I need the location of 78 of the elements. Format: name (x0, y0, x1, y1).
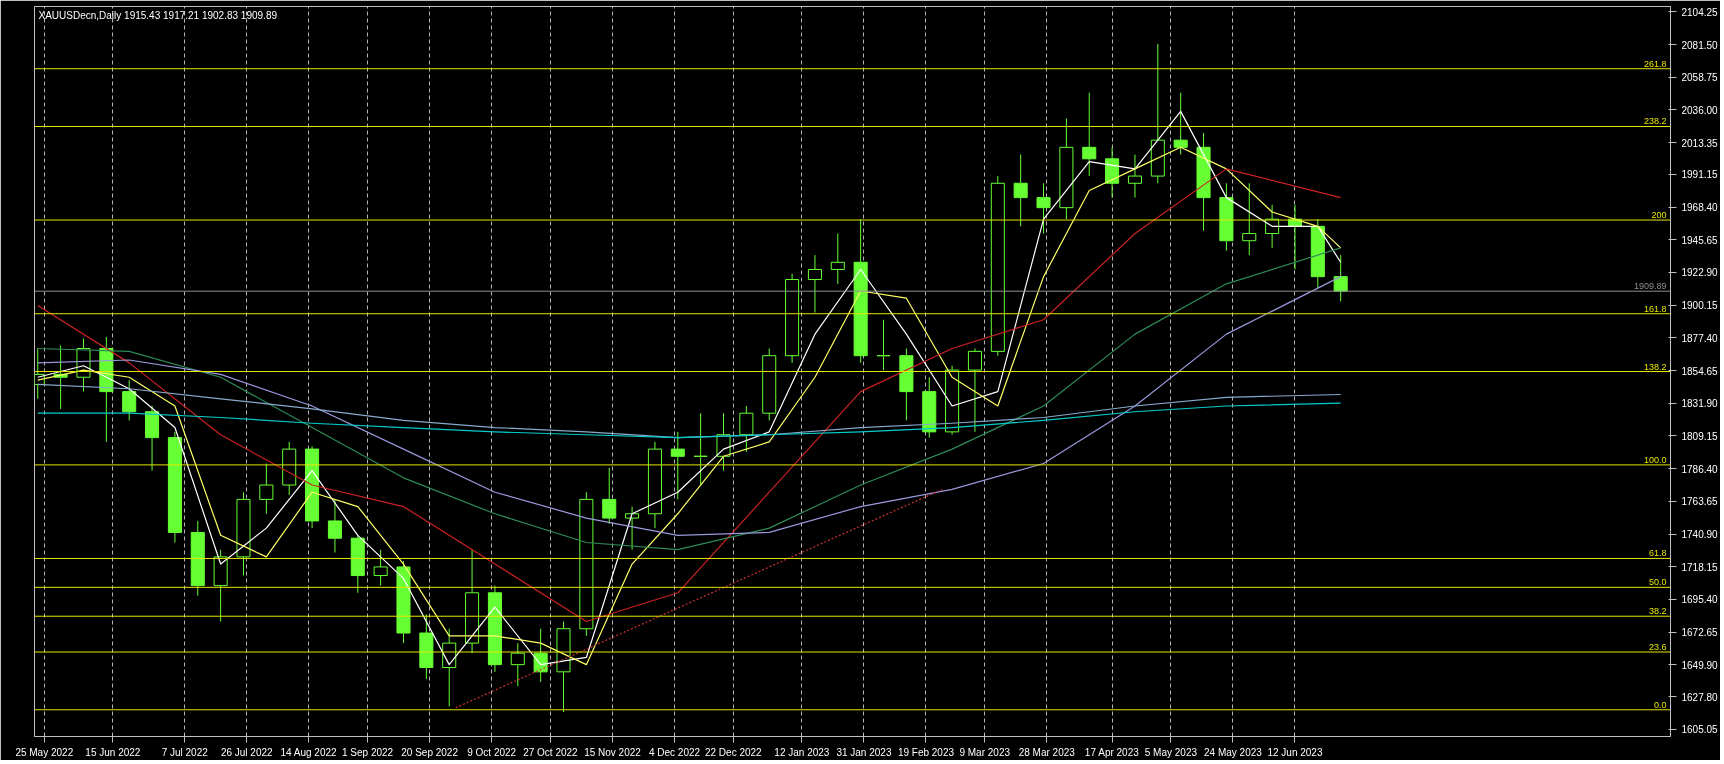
candlestick (876, 319, 891, 371)
x-tick-label: 9 Oct 2022 (467, 746, 517, 758)
x-tick-label: 5 May 2023 (1144, 746, 1198, 758)
annotation: 161.8 (1643, 303, 1667, 314)
y-tick-label: 2013.35 (1681, 137, 1719, 149)
y-tick-label: 1922.90 (1681, 267, 1719, 279)
y-tick-label: 1649.90 (1681, 659, 1719, 671)
candlestick (693, 412, 708, 486)
y-tick-label: 1740.90 (1681, 529, 1719, 541)
x-tick-label: 12 Jun 2023 (1267, 746, 1323, 758)
y-tick-label: 2104.25 (1681, 6, 1719, 18)
candlestick (602, 467, 617, 525)
x-tick-label: 7 Jul 2022 (161, 746, 209, 758)
y-tick-label: 2036.00 (1681, 104, 1719, 116)
annotation: 100.0 (1643, 454, 1667, 465)
candlestick (670, 431, 685, 500)
x-tick-label: 31 Jan 2023 (836, 746, 892, 758)
annotation: 0.0 (1653, 699, 1667, 710)
chart-title: XAUUSDecn,Daily 1915.43 1917.21 1902.83 1909.89 (38, 9, 278, 21)
y-tick-label: 1991.15 (1681, 169, 1719, 181)
annotation: 23.6 (1648, 642, 1667, 652)
candlestick (122, 379, 137, 421)
y-tick-label: 1831.90 (1681, 398, 1719, 410)
y-tick-label: 1809.15 (1681, 430, 1719, 442)
candlestick (1036, 182, 1051, 235)
candlestick (259, 462, 274, 515)
x-tick-label: 27 Oct 2022 (523, 746, 579, 758)
candlestick (739, 405, 754, 453)
y-tick-label: 1763.65 (1681, 496, 1719, 508)
y-tick-label: 1605.05 (1681, 724, 1719, 736)
annotation: 200 (1651, 210, 1667, 221)
y-tick-label: 1718.15 (1681, 561, 1719, 573)
candlestick (967, 348, 982, 433)
y-tick-label: 2058.75 (1681, 72, 1719, 84)
annotation: 138.2 (1643, 361, 1667, 372)
candlestick (1242, 182, 1257, 256)
x-tick-label: 25 May 2022 (15, 746, 74, 758)
y-tick-label: 1695.40 (1681, 594, 1719, 606)
candlestick (830, 233, 845, 285)
x-tick-label: 12 Jan 2023 (774, 746, 830, 758)
candlestick (1127, 154, 1142, 199)
candlestick (327, 498, 342, 554)
annotation: 38.2 (1648, 606, 1667, 617)
x-tick-label: 22 Dec 2022 (704, 746, 763, 758)
x-tick-label: 15 Jun 2022 (85, 746, 141, 758)
y-tick-label: 1672.65 (1681, 627, 1719, 639)
y-tick-label: 1877.40 (1681, 332, 1719, 344)
x-tick-label: 1 Sep 2022 (342, 746, 394, 758)
candlestick (807, 254, 822, 314)
x-tick-label: 26 Jul 2022 (220, 746, 274, 758)
x-tick-label: 4 Dec 2022 (648, 746, 701, 758)
candlestick (1333, 254, 1348, 302)
y-tick-label: 1786.40 (1681, 463, 1719, 475)
candlestick (373, 549, 388, 587)
x-tick-label: 19 Feb 2023 (897, 746, 955, 758)
y-tick-label: 1900.15 (1681, 300, 1719, 312)
annotation: 61.8 (1648, 548, 1667, 559)
x-tick-label: 24 May 2023 (1204, 746, 1263, 758)
candlestick (625, 506, 640, 551)
y-tick-label: 2081.50 (1681, 39, 1719, 51)
candlestick (510, 642, 525, 687)
annotation: 50.0 (1648, 577, 1667, 588)
x-tick-label: 17 Apr 2023 (1084, 746, 1140, 758)
candlestick (1082, 92, 1097, 177)
candlestick (1173, 92, 1188, 156)
x-tick-label: 28 Mar 2023 (1018, 746, 1076, 758)
y-tick-label: 1627.80 (1681, 691, 1719, 703)
y-tick-label: 1945.65 (1681, 234, 1719, 246)
annotation: 261.8 (1643, 58, 1667, 69)
x-tick-label: 20 Sep 2022 (401, 746, 459, 758)
x-tick-label: 14 Aug 2022 (280, 746, 338, 758)
annotation: 238.2 (1643, 116, 1667, 127)
y-tick-label: 1968.40 (1681, 202, 1719, 214)
y-tick-label: 1854.65 (1681, 365, 1719, 377)
x-tick-label: 15 Nov 2022 (584, 746, 642, 758)
ref-line-label: 1909.89 (1633, 281, 1667, 292)
candlestick (1013, 154, 1028, 227)
x-tick-label: 9 Mar 2023 (959, 746, 1011, 758)
